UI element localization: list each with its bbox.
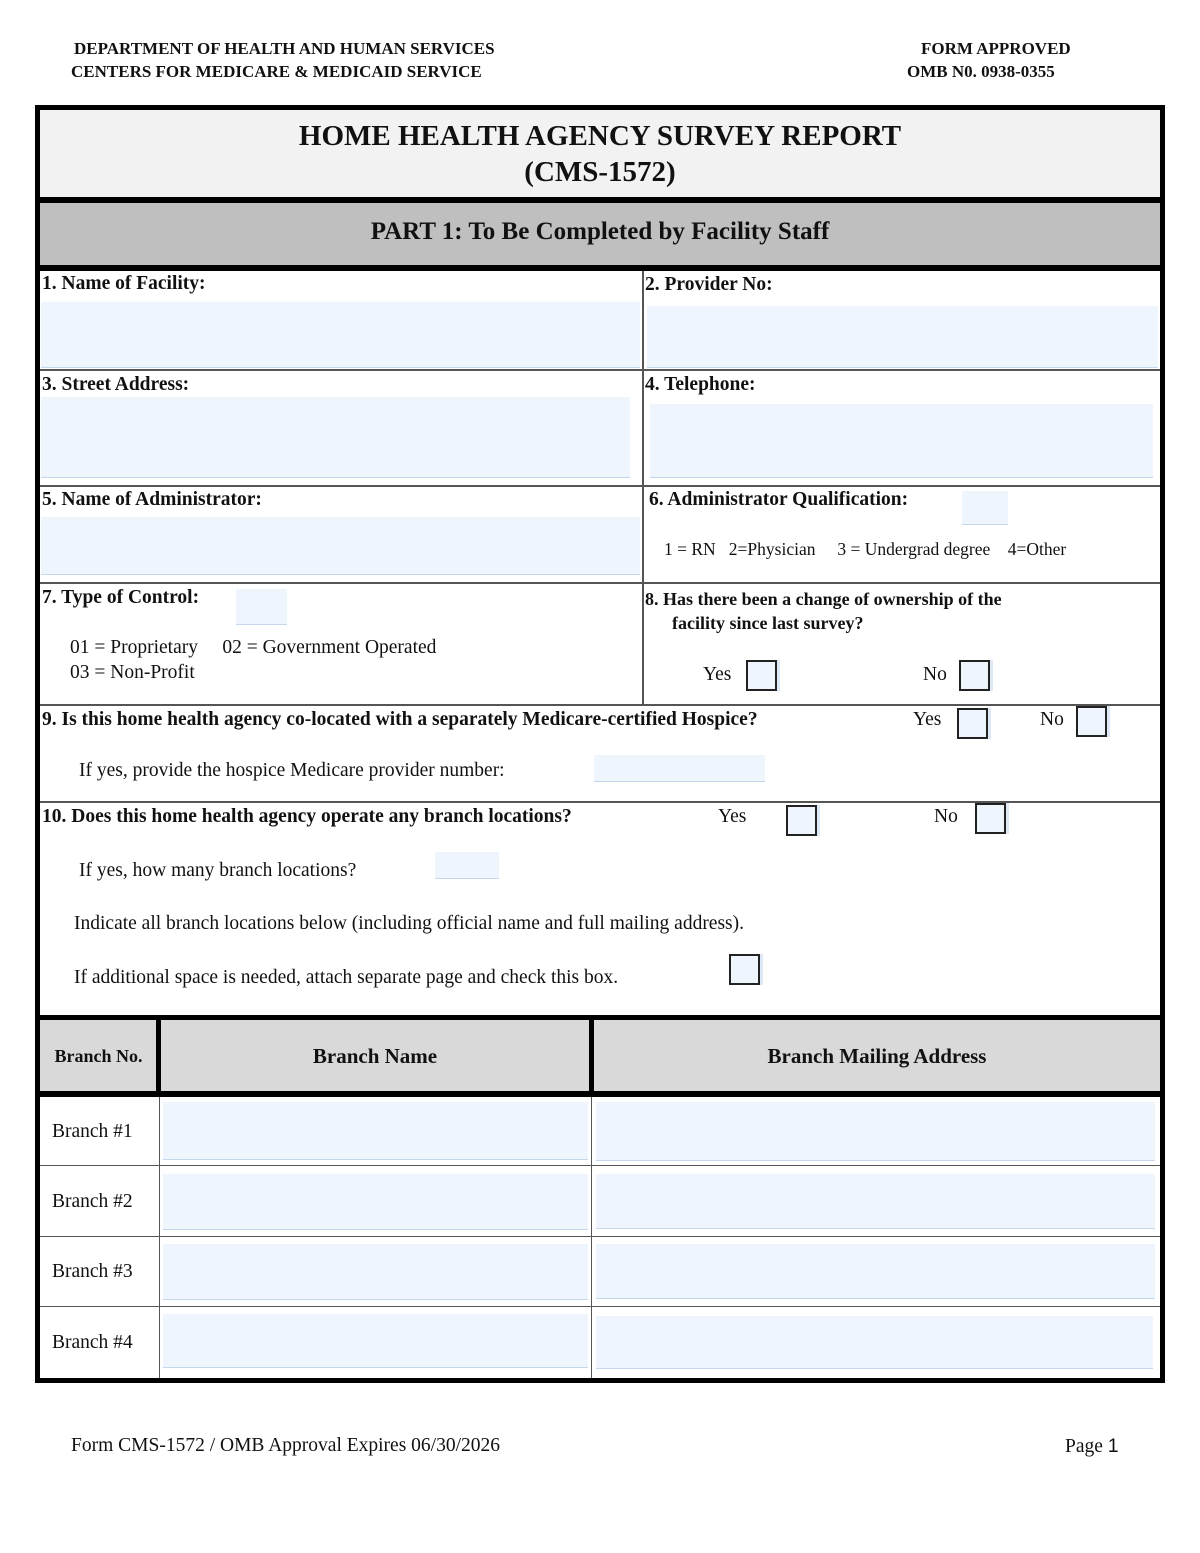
ownership-no-checkbox[interactable] <box>959 660 990 691</box>
branch-count-input[interactable] <box>435 852 499 879</box>
control-codes-line2: 03 = Non-Profit <box>70 662 195 683</box>
branch-yes-label: Yes <box>718 806 747 827</box>
ownership-yes-checkbox[interactable] <box>746 660 777 691</box>
administrator-name-label: 5. Name of Administrator: <box>42 489 262 510</box>
control-codes-line1: 01 = Proprietary 02 = Government Operate… <box>70 637 437 658</box>
branch-2-address-input[interactable] <box>596 1174 1155 1229</box>
col-branch-no: Branch No. <box>54 1046 143 1066</box>
dept-line1: DEPARTMENT OF HEALTH AND HUMAN SERVICES <box>74 39 495 58</box>
street-address-input[interactable] <box>41 397 630 478</box>
administrator-name-input[interactable] <box>41 517 640 575</box>
admin-qualification-codes: 1 = RN 2=Physician 3 = Undergrad degree … <box>664 539 1067 559</box>
branch-no-checkbox[interactable] <box>975 803 1006 834</box>
telephone-input[interactable] <box>650 404 1153 478</box>
ownership-change-question: 8. Has there been a change of ownership … <box>645 589 1002 609</box>
type-of-control-input[interactable] <box>236 589 287 625</box>
admin-qualification-label: 6. Administrator Qualification: <box>649 489 909 510</box>
branch-row-label: Branch #1 <box>52 1121 133 1142</box>
provider-no-label: 2. Provider No: <box>645 274 773 295</box>
col-branch-address: Branch Mailing Address <box>767 1044 987 1068</box>
omb-number: OMB N0. 0938-0355 <box>907 62 1055 81</box>
branch-question: 10. Does this home health agency operate… <box>42 806 572 827</box>
hospice-provider-label: If yes, provide the hospice Medicare pro… <box>79 760 505 781</box>
form-title: HOME HEALTH AGENCY SURVEY REPORT <box>298 120 902 152</box>
title-band <box>38 108 1162 198</box>
hospice-no-checkbox[interactable] <box>1076 706 1107 737</box>
branch-row-label: Branch #4 <box>52 1332 133 1353</box>
provider-no-input[interactable] <box>647 306 1158 368</box>
branch-3-address-input[interactable] <box>596 1244 1155 1299</box>
hospice-yes-checkbox[interactable] <box>957 708 988 739</box>
dept-line2: CENTERS FOR MEDICARE & MEDICAID SERVICE <box>71 62 482 81</box>
branch-count-label: If yes, how many branch locations? <box>79 860 357 881</box>
branch-1-name-input[interactable] <box>163 1102 588 1160</box>
page-number: Page 1 <box>1065 1435 1119 1458</box>
additional-space-text: If additional space is needed, attach se… <box>74 967 619 988</box>
form-code: (CMS-1572) <box>524 156 676 188</box>
hospice-yes-label: Yes <box>913 709 942 730</box>
footer-form-info: Form CMS-1572 / OMB Approval Expires 06/… <box>71 1435 501 1456</box>
branch-indicate-text: Indicate all branch locations below (inc… <box>74 913 745 934</box>
branch-row-label: Branch #3 <box>52 1261 133 1282</box>
facility-name-label: 1. Name of Facility: <box>42 273 206 294</box>
branch-4-name-input[interactable] <box>163 1314 588 1368</box>
table-header-band <box>40 1020 1160 1092</box>
branch-1-address-input[interactable] <box>596 1102 1155 1161</box>
ownership-change-question-cont: facility since last survey? <box>672 613 864 633</box>
admin-qualification-input[interactable] <box>962 491 1008 525</box>
form-approved: FORM APPROVED <box>921 39 1071 58</box>
facility-name-input[interactable] <box>41 302 640 368</box>
ownership-yes-label: Yes <box>703 664 732 685</box>
additional-space-checkbox[interactable] <box>729 954 760 985</box>
page-num: 1 <box>1107 1435 1119 1457</box>
type-of-control-label: 7. Type of Control: <box>42 587 200 608</box>
branch-3-name-input[interactable] <box>163 1244 588 1300</box>
branch-yes-checkbox[interactable] <box>786 805 817 836</box>
page-label: Page <box>1065 1436 1103 1457</box>
hospice-question: 9. Is this home health agency co-located… <box>42 709 758 730</box>
ownership-no-label: No <box>923 664 947 685</box>
branch-2-name-input[interactable] <box>163 1174 588 1230</box>
part-band <box>38 203 1162 266</box>
hospice-provider-input[interactable] <box>594 755 765 782</box>
part-title: PART 1: To Be Completed by Facility Staf… <box>370 218 830 245</box>
telephone-label: 4. Telephone: <box>645 374 756 395</box>
branch-4-address-input[interactable] <box>596 1316 1153 1369</box>
col-branch-name: Branch Name <box>312 1044 438 1068</box>
branch-no-label: No <box>934 806 958 827</box>
street-address-label: 3. Street Address: <box>42 374 190 395</box>
hospice-no-label: No <box>1040 709 1064 730</box>
branch-row-label: Branch #2 <box>52 1191 133 1212</box>
